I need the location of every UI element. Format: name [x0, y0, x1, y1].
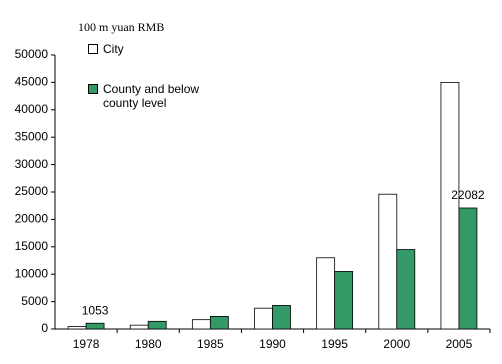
bar — [254, 307, 273, 330]
x-tick-label: 2000 — [383, 337, 410, 351]
x-tick-label: 1980 — [135, 337, 162, 351]
x-tick-label: 1990 — [259, 337, 286, 351]
bar — [67, 326, 87, 330]
bar — [440, 82, 460, 330]
y-tick-label: 50000 — [15, 47, 49, 61]
y-tick-label: 5000 — [21, 294, 48, 308]
y-tick-label: 25000 — [15, 184, 49, 198]
y-tick-label: 10000 — [15, 266, 49, 280]
bar — [396, 249, 416, 330]
bar — [85, 322, 105, 330]
y-tick-label: 45000 — [15, 75, 49, 89]
value-label: 1053 — [82, 303, 109, 317]
legend-label: City — [103, 42, 124, 56]
legend: City County and below county level — [88, 42, 218, 136]
bar — [209, 315, 229, 330]
y-tick-label: 15000 — [15, 239, 49, 253]
bar — [191, 319, 211, 330]
bar — [147, 320, 167, 330]
y-tick-label: 30000 — [15, 157, 49, 171]
y-tick-label: 35000 — [15, 129, 49, 143]
x-tick-label: 2005 — [446, 337, 473, 351]
bar — [334, 271, 354, 330]
legend-label: County and below county level — [103, 82, 200, 110]
x-tick-label: 1978 — [73, 337, 100, 351]
y-axis-label: 100 m yuan RMB — [78, 20, 164, 34]
value-label: 22082 — [451, 188, 485, 202]
legend-swatch — [88, 84, 98, 94]
bar — [129, 324, 149, 330]
y-tick-label: 0 — [41, 321, 48, 335]
x-tick-label: 1995 — [321, 337, 348, 351]
bar — [378, 193, 398, 330]
y-tick-label: 20000 — [15, 212, 49, 226]
y-tick-label: 40000 — [15, 102, 49, 116]
bar — [458, 207, 478, 330]
bar — [316, 257, 336, 330]
x-tick-label: 1985 — [197, 337, 224, 351]
legend-entry: City — [88, 42, 218, 56]
bar — [272, 305, 291, 330]
legend-swatch — [88, 44, 98, 54]
legend-entry: County and below county level — [88, 82, 218, 110]
